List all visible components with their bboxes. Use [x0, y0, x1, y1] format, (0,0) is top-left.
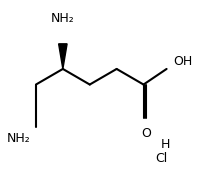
Text: Cl: Cl [156, 152, 168, 165]
Polygon shape [59, 44, 67, 69]
Text: O: O [142, 127, 151, 140]
Text: OH: OH [173, 55, 192, 68]
Text: NH₂: NH₂ [51, 12, 75, 25]
Text: NH₂: NH₂ [7, 132, 31, 145]
Text: H: H [161, 138, 170, 151]
